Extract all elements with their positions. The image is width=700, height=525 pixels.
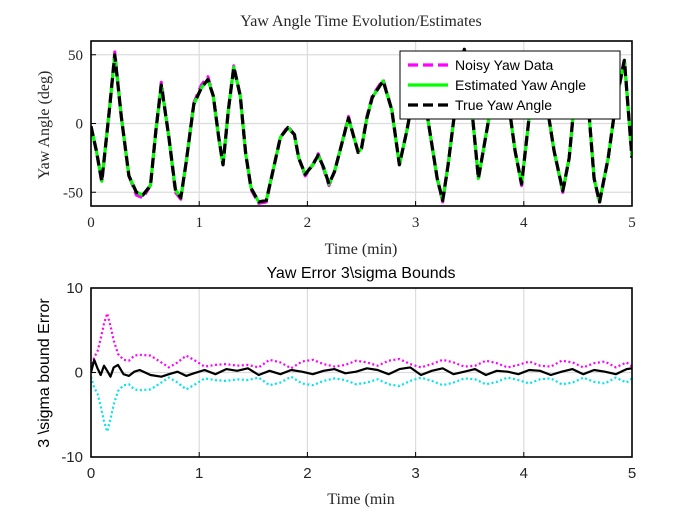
x-tick-label: 3 bbox=[412, 215, 420, 231]
x-tick-label: 1 bbox=[195, 465, 203, 482]
y-tick-label: 0 bbox=[75, 365, 83, 382]
series-upper-3-sigma-bound bbox=[91, 312, 632, 370]
series-lower-3-sigma-bound bbox=[91, 375, 632, 433]
x-tick-label: 0 bbox=[87, 215, 95, 231]
legend-label-true-yaw-angle: True Yaw Angle bbox=[455, 97, 552, 113]
x-tick-label: 5 bbox=[628, 215, 636, 231]
series-true-yaw-angle bbox=[91, 47, 632, 204]
x-tick-label: 3 bbox=[411, 465, 419, 482]
x-tick-label: 4 bbox=[520, 215, 528, 231]
x-tick-label: 4 bbox=[520, 465, 528, 482]
x-tick-label: 0 bbox=[87, 465, 95, 482]
yaw-angle-title: Yaw Angle Time Evolution/Estimates bbox=[240, 13, 482, 30]
yaw-error-ylabel: 3 \sigma bound Error bbox=[36, 298, 53, 448]
y-tick-label: 50 bbox=[68, 48, 83, 64]
yaw-error-xlabel: Time (min bbox=[327, 491, 394, 508]
yaw-angle-xlabel: Time (min) bbox=[325, 241, 398, 258]
legend-label-noisy-yaw-data: Noisy Yaw Data bbox=[455, 57, 554, 73]
legend-label-estimated-yaw-angle: Estimated Yaw Angle bbox=[455, 77, 586, 93]
yaw-angle-ylabel: Yaw Angle (deg) bbox=[36, 71, 53, 180]
y-tick-label: 10 bbox=[66, 280, 83, 297]
yaw-angle-legend: Noisy Yaw Data Estimated Yaw Angle True … bbox=[399, 50, 621, 120]
y-tick-label: 0 bbox=[76, 117, 84, 133]
x-tick-label: 2 bbox=[303, 465, 311, 482]
x-tick-label: 5 bbox=[628, 465, 636, 482]
x-tick-label: 2 bbox=[304, 215, 312, 231]
x-tick-label: 1 bbox=[195, 215, 203, 231]
series-yaw-error bbox=[91, 358, 632, 378]
y-tick-label: -50 bbox=[63, 185, 83, 201]
yaw-error-title: Yaw Error 3\sigma Bounds bbox=[266, 265, 455, 282]
y-tick-label: -10 bbox=[61, 449, 83, 466]
yaw-error-series bbox=[91, 312, 632, 433]
